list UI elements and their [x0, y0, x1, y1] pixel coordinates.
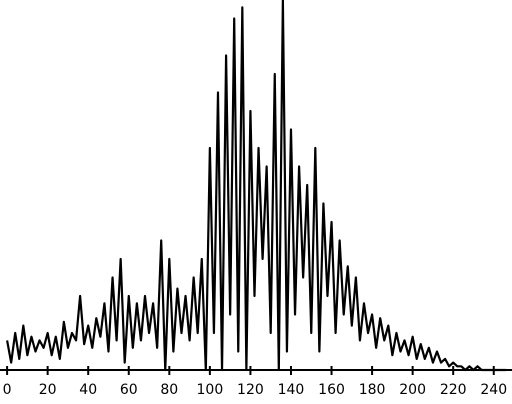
x-tick-label: 20 — [39, 382, 57, 398]
x-tick-label: 160 — [318, 382, 345, 398]
x-tick-label: 100 — [197, 382, 224, 398]
x-tick-label: 240 — [480, 382, 507, 398]
x-tick-label: 220 — [440, 382, 467, 398]
x-tick-label: 80 — [160, 382, 178, 398]
line — [6, 0, 506, 372]
x-tick-label: 120 — [237, 382, 264, 398]
x-tick-label: 140 — [278, 382, 305, 398]
x-tick-label: 0 — [3, 382, 12, 398]
x-tick-label: 40 — [79, 382, 97, 398]
x-tick-label: 200 — [399, 382, 426, 398]
x-tick-label: 60 — [120, 382, 138, 398]
x-tick-label: 180 — [359, 382, 386, 398]
